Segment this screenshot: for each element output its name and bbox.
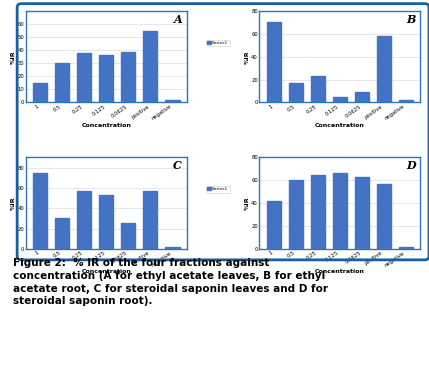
Bar	[77, 191, 91, 249]
Bar	[355, 92, 369, 102]
X-axis label: Concentration: Concentration	[315, 269, 365, 274]
Bar	[143, 191, 157, 249]
Bar	[311, 76, 325, 102]
Text: D: D	[406, 160, 416, 171]
Bar	[165, 100, 179, 102]
Bar	[355, 177, 369, 249]
Bar	[399, 100, 413, 102]
Text: C: C	[173, 160, 182, 171]
Bar	[267, 22, 281, 102]
X-axis label: Concentration: Concentration	[315, 123, 365, 128]
Bar	[267, 201, 281, 249]
Text: B: B	[406, 14, 416, 25]
Bar	[377, 36, 391, 102]
Bar	[289, 180, 303, 249]
Bar	[121, 224, 136, 249]
Bar	[99, 195, 113, 249]
Bar	[165, 247, 179, 249]
Bar	[333, 97, 347, 102]
Bar	[77, 53, 91, 102]
Y-axis label: %IR: %IR	[11, 196, 16, 210]
X-axis label: Concentration: Concentration	[82, 123, 131, 128]
Legend: Series1: Series1	[206, 40, 230, 46]
Bar	[55, 63, 69, 102]
Text: A: A	[173, 14, 182, 25]
Y-axis label: %IR: %IR	[245, 50, 250, 64]
X-axis label: Concentration: Concentration	[82, 269, 131, 274]
Text: Figure 2:  % IR of the four fractions against
concentration (A for ethyl acetate: Figure 2: % IR of the four fractions aga…	[13, 258, 328, 306]
Bar	[55, 219, 69, 249]
Bar	[33, 173, 47, 249]
Bar	[289, 83, 303, 102]
Bar	[333, 173, 347, 249]
Bar	[121, 52, 136, 102]
Bar	[311, 175, 325, 249]
Legend: Series1: Series1	[206, 186, 230, 193]
Y-axis label: %IR: %IR	[11, 50, 16, 64]
Bar	[377, 184, 391, 249]
Bar	[99, 55, 113, 102]
Bar	[33, 83, 47, 102]
Bar	[143, 31, 157, 102]
Y-axis label: %IR: %IR	[245, 196, 250, 210]
Bar	[399, 247, 413, 249]
